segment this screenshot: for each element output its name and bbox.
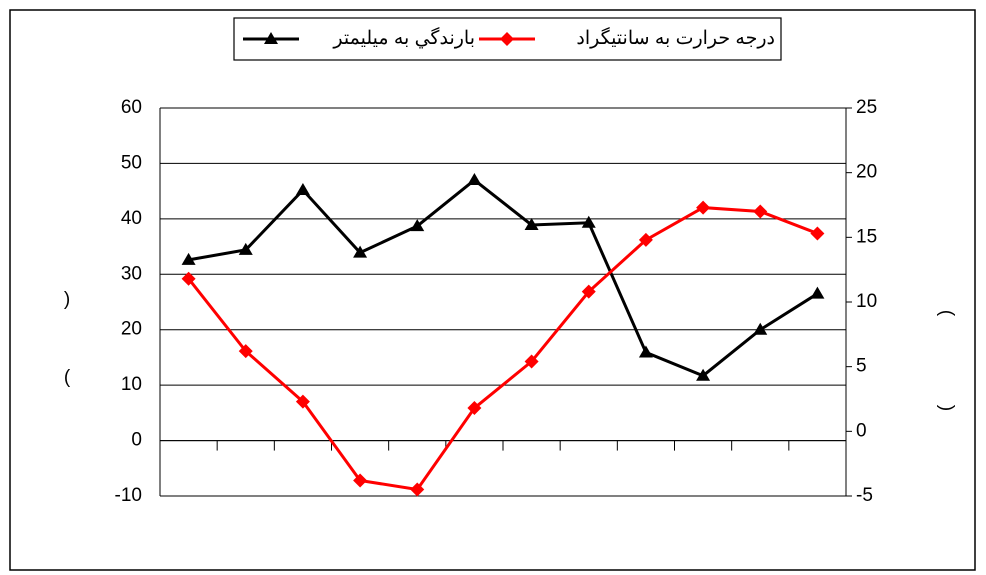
point [295, 183, 310, 196]
point [467, 401, 482, 416]
point [638, 232, 653, 247]
y-tick-label: 30 [121, 263, 142, 284]
point [753, 204, 768, 219]
point [264, 32, 278, 44]
point [353, 245, 368, 258]
y2-axis-label: ) [935, 310, 956, 316]
point [524, 354, 539, 369]
y2-axis-label: ( [935, 404, 956, 411]
y2-tick-label: 25 [856, 97, 877, 118]
y-tick-label: 10 [121, 374, 142, 395]
point [696, 200, 711, 215]
point [467, 173, 482, 186]
point [238, 242, 253, 255]
point [295, 394, 310, 409]
point [524, 217, 539, 230]
point [353, 473, 368, 488]
y2-tick-label: 5 [856, 356, 867, 377]
y2-tick-label: 15 [856, 226, 877, 247]
y2-tick-label: 20 [856, 162, 877, 183]
legend-label: درجه حرارت به سانتيگراد [576, 26, 775, 49]
point [810, 226, 825, 241]
point [500, 32, 514, 46]
point [238, 344, 253, 359]
y-tick-label: 20 [121, 319, 142, 340]
point [581, 215, 596, 228]
legend-label: بارندگي به ميليمتر [332, 26, 475, 49]
chart-frame [9, 9, 976, 571]
point [181, 271, 196, 286]
point [581, 284, 596, 299]
point [638, 345, 653, 358]
point [410, 219, 425, 232]
y-axis-label: ( [64, 367, 71, 388]
y2-tick-label: 10 [856, 291, 877, 312]
y2-tick-label: 0 [856, 420, 867, 441]
series-line [188, 178, 819, 378]
point [410, 482, 425, 497]
y-tick-label: 0 [131, 430, 142, 451]
point [696, 368, 711, 381]
y2-tick-label: -5 [856, 485, 873, 506]
point [810, 286, 825, 299]
point [753, 322, 768, 335]
y-tick-label: 40 [121, 208, 142, 229]
y-tick-label: -10 [115, 485, 142, 506]
y-tick-label: 60 [121, 97, 142, 118]
series-line [187, 206, 818, 492]
y-axis-label: ) [64, 289, 70, 310]
y-tick-label: 50 [121, 152, 142, 173]
point [181, 252, 196, 265]
